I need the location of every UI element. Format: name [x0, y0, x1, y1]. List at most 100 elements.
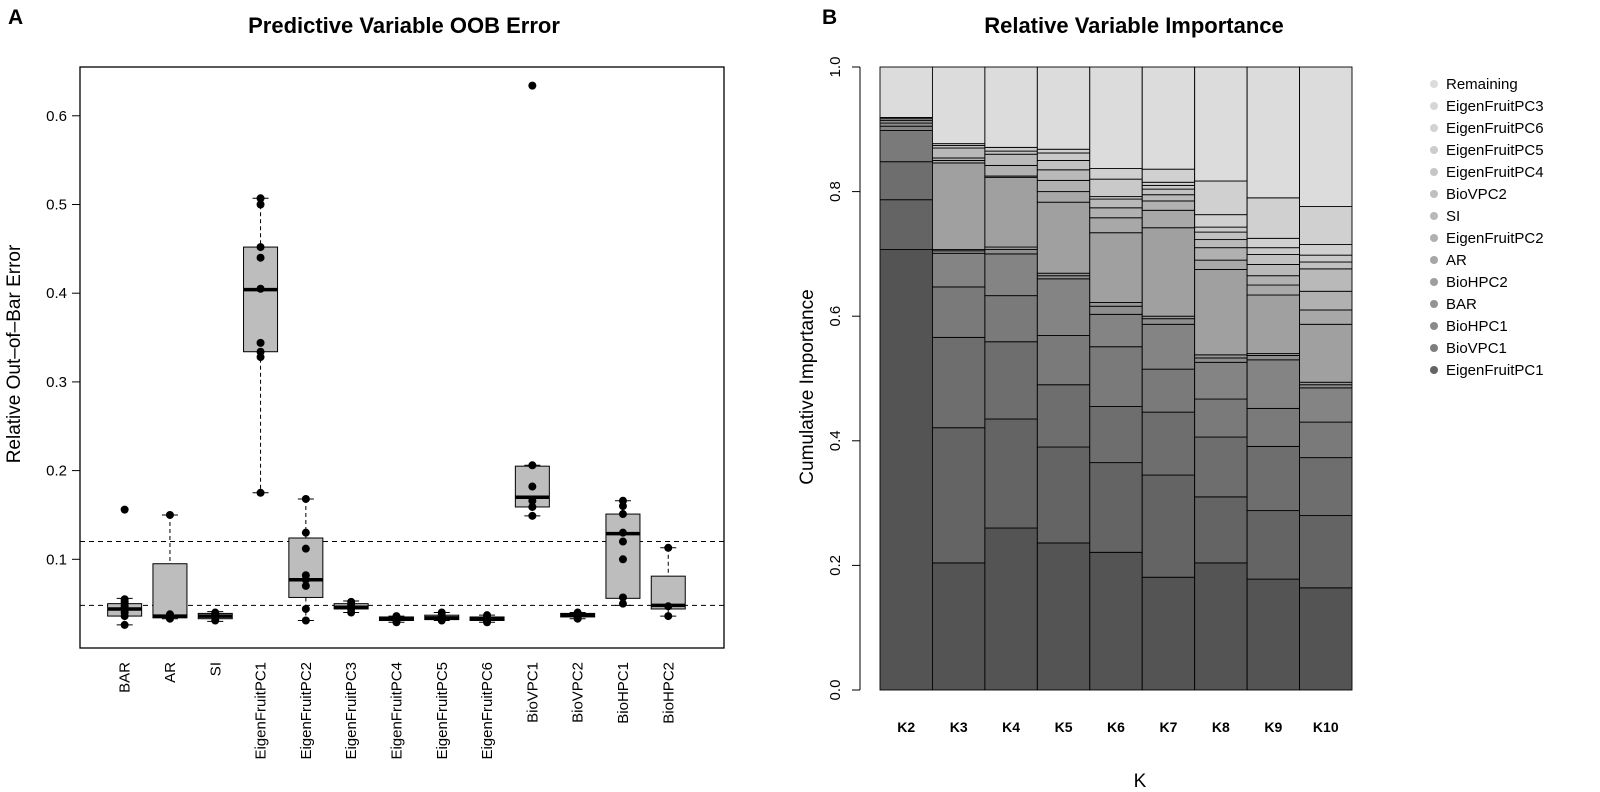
bar-segment [1299, 387, 1353, 423]
legend-swatch [1430, 256, 1438, 264]
data-point [618, 496, 627, 505]
bar-segment [1036, 159, 1091, 171]
legend-item: EigenFruitPC6 [1430, 120, 1544, 137]
data-point [256, 347, 265, 356]
bar-segment [1194, 226, 1248, 233]
legend-label: BioVPC2 [1446, 186, 1507, 203]
bar-segment [879, 66, 933, 118]
x-tick-label: BioVPC1 [524, 662, 541, 723]
y-tick-label: 1.0 [827, 57, 844, 78]
legend-label: SI [1446, 208, 1460, 225]
data-point [664, 543, 673, 552]
panel-a-boxes [107, 81, 686, 629]
bar-segment [1036, 278, 1091, 336]
legend-label: EigenFruitPC6 [1446, 120, 1544, 137]
data-point [618, 537, 627, 546]
panel-a-y-axis: 0.1 0.2 0.3 0.4 0.5 0.6 [46, 108, 81, 568]
bar-segment [1089, 462, 1143, 553]
x-tick-label: K8 [1212, 719, 1230, 735]
bar-segment [1299, 261, 1353, 270]
data-point [347, 597, 356, 606]
x-tick-label: SI [207, 662, 224, 676]
legend-swatch [1430, 102, 1438, 110]
bar-segment [1299, 254, 1353, 263]
bar-segment [1141, 576, 1196, 691]
bar-segment [879, 122, 933, 127]
y-tick-label: 0.3 [46, 374, 67, 391]
bar-segment [984, 249, 1038, 255]
legend-item: EigenFruitPC2 [1430, 230, 1544, 247]
data-point [301, 616, 310, 625]
bar-segment [1246, 247, 1301, 255]
bar-segment [1299, 515, 1353, 589]
bar-segment [931, 336, 986, 429]
bar-segment [1036, 335, 1091, 386]
legend-label: AR [1446, 252, 1467, 269]
data-point [301, 544, 310, 553]
panel-a-y-axis-title: Relative Out–of–Bar Error [4, 244, 25, 463]
data-point [256, 243, 265, 252]
legend-label: EigenFruitPC5 [1446, 142, 1544, 159]
bar-segment [1299, 244, 1353, 256]
panel-b-bars [879, 66, 1353, 691]
bar-segment [1089, 198, 1143, 209]
bar-segment [1141, 200, 1196, 211]
data-point [528, 482, 537, 491]
data-point [165, 510, 174, 519]
bar-segment [984, 527, 1038, 691]
bar-segment [1089, 551, 1143, 691]
data-point [211, 608, 220, 617]
box-EigenFruitPC1 [243, 194, 279, 497]
bar-K6 [1089, 66, 1143, 691]
data-point [528, 496, 537, 505]
bar-segment [1299, 290, 1353, 311]
box-BioHPC1 [605, 496, 641, 608]
y-tick-label: 0.0 [827, 680, 844, 701]
legend-label: BioHPC1 [1446, 318, 1508, 335]
bar-segment [1141, 411, 1196, 476]
bar-segment [1299, 457, 1353, 517]
x-tick-label: K7 [1159, 719, 1177, 735]
legend-swatch [1430, 322, 1438, 330]
data-point [483, 611, 492, 620]
data-point [256, 194, 265, 203]
bar-segment [931, 252, 986, 288]
legend-item: BAR [1430, 296, 1477, 313]
legend-label: BAR [1446, 296, 1477, 313]
panel-a-x-axis-labels: BAR AR SI EigenFruitPC1 EigenFruitPC2 EigenFr… [117, 662, 678, 760]
bar-segment [984, 295, 1038, 343]
x-tick-label: BioHPC2 [660, 662, 677, 724]
bar-segment [1299, 323, 1353, 383]
data-point [618, 599, 627, 608]
box-AR [152, 510, 188, 623]
bar-segment [1141, 184, 1196, 190]
bar-segment [1089, 66, 1143, 169]
legend-label: EigenFruitPC4 [1446, 164, 1544, 181]
x-tick-label: K9 [1264, 719, 1282, 735]
x-tick-label: BAR [117, 662, 134, 693]
x-tick-label: EigenFruitPC6 [479, 662, 496, 760]
bar-segment [1036, 384, 1091, 448]
legend-swatch [1430, 234, 1438, 242]
data-point [528, 81, 537, 90]
bar-segment [1246, 510, 1301, 580]
data-point [120, 595, 129, 604]
box-EigenFruitPC3 [333, 597, 369, 617]
bar-segment [1089, 305, 1143, 315]
bar-segment [1089, 232, 1143, 303]
data-point [165, 610, 174, 619]
x-tick-label: K5 [1055, 719, 1073, 735]
data-point [392, 612, 401, 621]
bar-segment [1089, 313, 1143, 348]
bar-segment [984, 253, 1038, 297]
data-point [256, 338, 265, 347]
bar-segment [984, 153, 1038, 166]
panel-b-stacked-bars: B Relative Variable Importance Cumulativ… [797, 6, 1544, 792]
bar-segment [1299, 206, 1353, 246]
panel-b-letter: B [822, 6, 837, 29]
bar-segment [1194, 231, 1248, 241]
bar-segment [1246, 354, 1301, 361]
bar-segment [1246, 66, 1301, 199]
data-point [120, 505, 129, 514]
